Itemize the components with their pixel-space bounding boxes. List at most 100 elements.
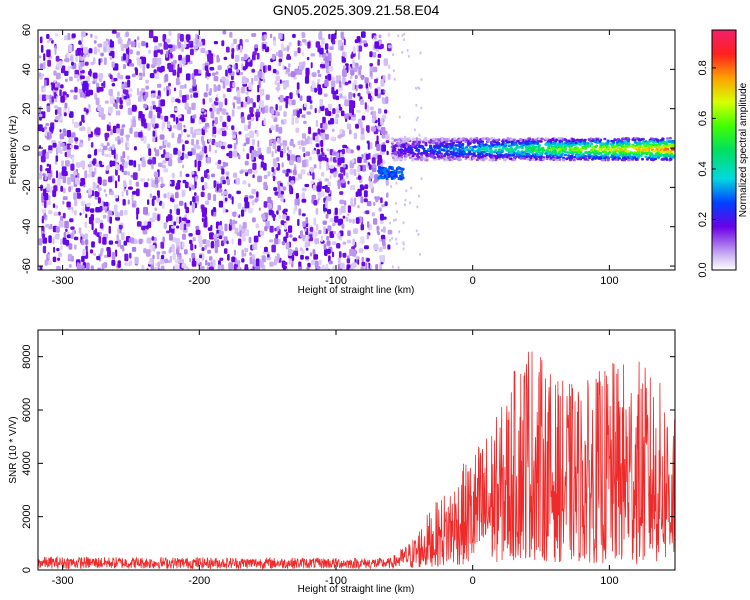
spectrogram-cell (469, 138, 473, 141)
spectrogram-cell (363, 198, 368, 203)
spectrogram-cell (169, 255, 172, 263)
spectrogram-cell (650, 153, 654, 157)
spectrogram-cell (191, 260, 197, 267)
spectrogram-cell (269, 225, 274, 233)
spectrogram-cell (507, 151, 511, 154)
spectrogram-cell (634, 141, 638, 144)
spectrogram-cell (564, 147, 567, 151)
spectrogram-cell (304, 183, 310, 188)
spectrogram-cell (198, 154, 203, 161)
spectrogram-cell (413, 152, 417, 156)
spectrogram-cell (231, 48, 235, 54)
spectrogram-cell (65, 78, 68, 82)
spectrogram-cell (177, 246, 180, 251)
spectrogram-cell (97, 184, 100, 188)
spectrogram-cell (481, 148, 485, 151)
spectrogram-cell (293, 50, 298, 57)
spectrogram-cell (167, 44, 173, 49)
spectrogram-cell (281, 241, 286, 246)
spectrogram-cell (62, 187, 66, 194)
spectrogram-cell (205, 169, 210, 174)
spectrogram-cell (106, 164, 110, 170)
spectrogram-cell (545, 143, 549, 146)
colorbar-tick-label: 0.4 (697, 161, 709, 176)
spectrogram-cell (195, 195, 199, 202)
spectrogram-cell (255, 258, 260, 267)
spectrogram-cell (501, 143, 504, 146)
spectrogram-cell (202, 98, 206, 105)
spectrogram-cell (56, 72, 61, 80)
spectrogram-cell (540, 147, 544, 151)
spectrogram-cell (97, 267, 102, 270)
spectrogram-cell (643, 144, 647, 147)
spectrogram-cell (320, 129, 325, 133)
spectrogram-cell (526, 154, 529, 158)
spectrogram-cell (248, 120, 252, 127)
spectrogram-cell (506, 137, 510, 140)
spectrogram-cell (231, 125, 235, 130)
spectrogram-cell (248, 82, 253, 90)
spectrogram-cell (76, 78, 79, 82)
spectrogram-cell (244, 264, 249, 270)
spectrogram-cell (268, 239, 274, 243)
spectrogram-cell (321, 156, 326, 161)
spectrogram-cell (108, 89, 112, 96)
spectrogram-cell (154, 207, 158, 212)
spectrogram-cell (545, 155, 549, 158)
spectrogram-cell (54, 47, 57, 55)
spectrogram-cell (89, 208, 95, 213)
spectrogram-cell (173, 221, 177, 226)
spectrogram-cell (79, 75, 85, 80)
spectrogram-cell (313, 200, 318, 206)
spectrogram-cell (335, 89, 339, 95)
spectrogram-cell (229, 32, 233, 38)
spectrogram-cell (479, 155, 483, 159)
spectrogram-cell (52, 237, 55, 245)
spectrogram-cell (252, 102, 256, 108)
spectrogram-cell (90, 33, 93, 38)
spectrogram-cell (534, 157, 538, 161)
spectrogram-cell (410, 148, 414, 152)
spectrogram-cell (578, 138, 582, 142)
spectrogram-cell (307, 172, 310, 176)
spectrogram-cell (58, 112, 62, 117)
spectrogram-cell (419, 152, 423, 155)
spectrogram-cell (598, 148, 602, 152)
spectrogram-cell (351, 262, 357, 268)
spectrogram-cell (445, 150, 449, 153)
spectrogram-cell (418, 141, 421, 144)
spectrogram-cell (343, 200, 347, 206)
spectrogram-cell (289, 160, 294, 166)
spectrogram-cell (42, 233, 46, 240)
spectrogram-cell (241, 76, 247, 85)
spectrogram-cell (191, 132, 196, 138)
spectrogram-cell (491, 156, 495, 160)
spectrogram-cell (415, 137, 419, 140)
spectrogram-cell (352, 60, 356, 68)
spectrogram-cell (558, 139, 562, 142)
spectrogram-cell (153, 50, 158, 58)
spectrogram-cell (244, 124, 249, 131)
spectrogram-cell (566, 151, 570, 154)
spectrogram-cell (46, 49, 51, 58)
spectrogram-cell (184, 83, 187, 89)
spectrogram-cell (319, 47, 324, 55)
spectrogram-cell (288, 225, 293, 233)
spectrogram-cell (136, 188, 140, 197)
spectrogram-cell (109, 216, 112, 224)
spectrogram-cell (129, 93, 132, 98)
spectrogram-cell (505, 140, 509, 144)
spectrogram-cell (114, 240, 119, 244)
spectrogram-cell (402, 241, 405, 245)
spectrogram-cell (435, 153, 439, 156)
spectrogram-cell (152, 130, 156, 137)
spectrogram-cell (352, 249, 357, 257)
spectrogram-cell (235, 260, 241, 265)
spectrogram-cell (156, 190, 160, 196)
spectrogram-cell (650, 146, 654, 150)
spectrogram-cell (188, 35, 191, 40)
spectrogram-cell (562, 156, 566, 160)
spectrogram-cell (641, 149, 645, 152)
spectrogram-cell (113, 149, 116, 155)
